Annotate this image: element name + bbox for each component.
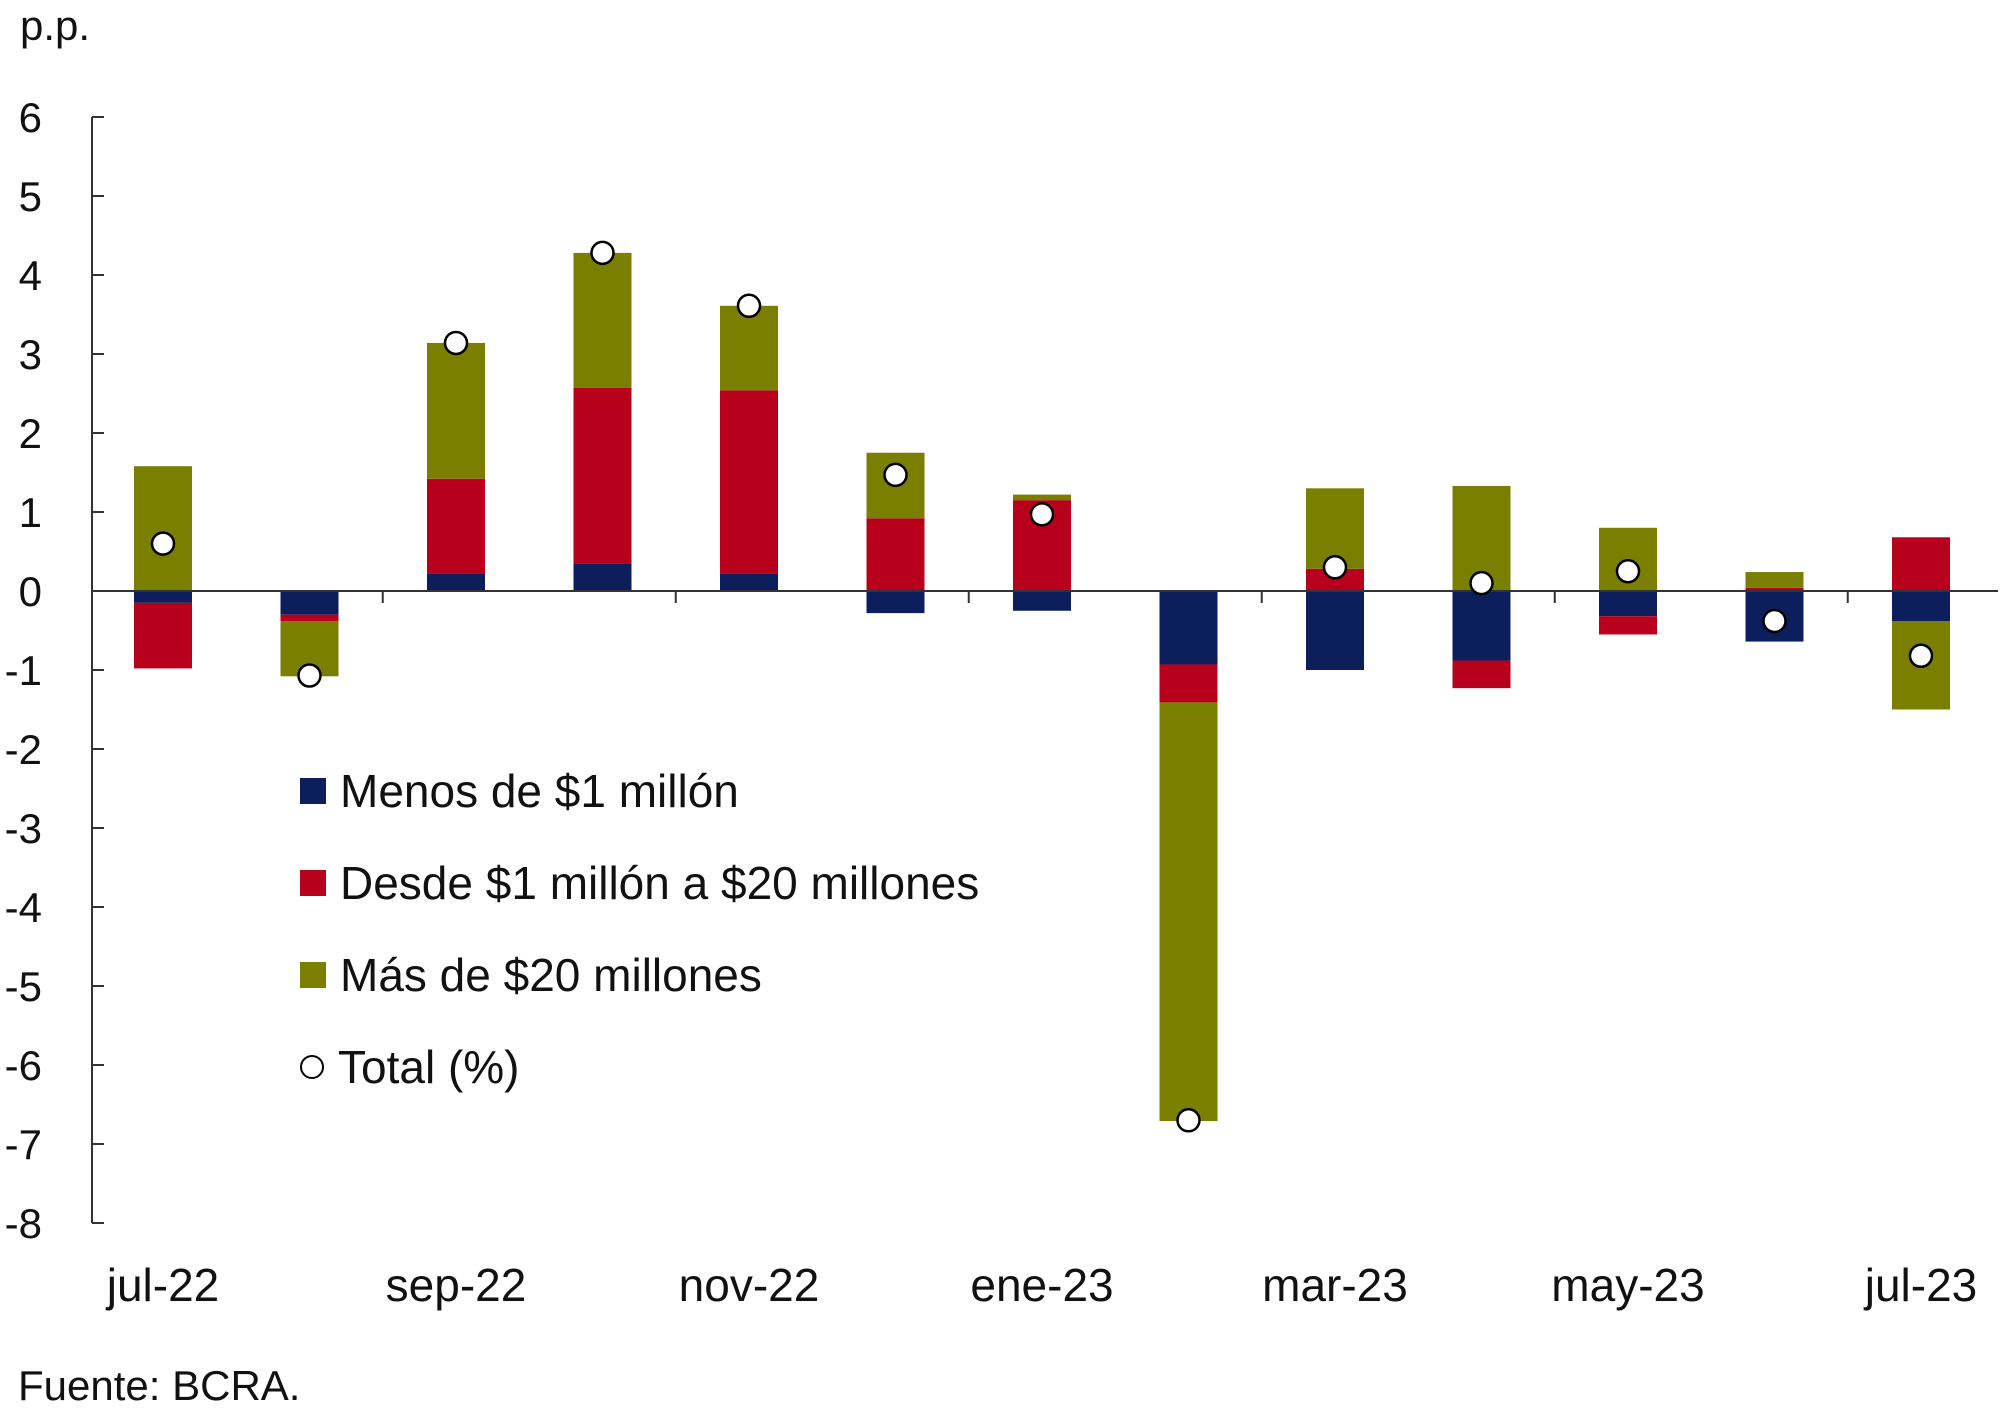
bar-segment-medium — [1159, 664, 1218, 703]
legend-item-small: Menos de $1 millón — [300, 745, 979, 837]
y-unit-label: p.p. — [20, 2, 91, 49]
legend: Menos de $1 millón Desde $1 millón a $20… — [300, 745, 979, 1113]
y-tick-label: 5 — [19, 173, 42, 220]
x-tick-label: ene-23 — [970, 1259, 1113, 1311]
bar-segment-medium — [1306, 568, 1364, 591]
bar-segment-large — [720, 305, 778, 391]
bar-segment-small — [280, 591, 339, 615]
bar-segment-small — [427, 573, 485, 591]
bar-segment-small — [1892, 591, 1950, 622]
y-tick-label: 1 — [19, 489, 42, 536]
bar-segment-medium — [134, 602, 192, 669]
bar-segment-large — [573, 252, 632, 388]
total-marker — [1908, 643, 1934, 669]
y-tick-label: -2 — [5, 726, 42, 773]
legend-label-small: Menos de $1 millón — [340, 765, 739, 817]
bar-segment-medium — [1745, 587, 1804, 591]
x-tick-label: may-23 — [1551, 1259, 1704, 1311]
x-tick-label: mar-23 — [1262, 1259, 1408, 1311]
y-tick-label: 0 — [19, 568, 42, 615]
y-tick-label: -7 — [5, 1121, 42, 1168]
bar-segment-small — [1013, 591, 1071, 611]
legend-total-marker-icon — [300, 1055, 324, 1079]
bar-segment-large — [134, 466, 192, 591]
y-tick-label: -5 — [5, 963, 42, 1010]
x-tick-label: jul-23 — [1863, 1259, 1978, 1311]
bar-segment-medium — [1599, 616, 1657, 635]
bar-segment-small — [134, 591, 192, 603]
bar-segment-small — [573, 563, 632, 591]
bar-segment-medium — [573, 387, 632, 564]
bar-segment-medium — [1452, 660, 1511, 689]
y-tick-label: -6 — [5, 1042, 42, 1089]
bar-segment-medium — [280, 614, 339, 622]
total-marker — [1762, 608, 1787, 634]
bar-segment-medium — [1892, 537, 1950, 591]
source-note: Fuente: BCRA. — [18, 1362, 301, 1409]
bar-segment-large — [427, 342, 485, 479]
y-tick-label: -8 — [5, 1200, 42, 1247]
total-marker — [736, 293, 762, 319]
y-tick-label: 3 — [19, 331, 42, 378]
legend-swatch-large — [300, 962, 326, 988]
bar-segment-small — [720, 573, 778, 591]
bar-segment-large — [1159, 702, 1218, 1122]
legend-swatch-small — [300, 778, 326, 804]
x-tick-label: sep-22 — [386, 1259, 527, 1311]
total-marker — [1469, 570, 1494, 596]
total-marker — [1615, 559, 1641, 584]
bar-segment-small — [1599, 591, 1657, 617]
x-tick-label: jul-22 — [105, 1259, 220, 1311]
y-tick-label: -1 — [5, 647, 42, 694]
total-marker — [150, 531, 176, 556]
y-tick-label: 4 — [19, 252, 42, 299]
bar-segment-medium — [866, 518, 925, 591]
legend-item-large: Más de $20 millones — [300, 929, 979, 1021]
legend-label-medium: Desde $1 millón a $20 millones — [340, 857, 980, 909]
y-tick-label: -3 — [5, 805, 42, 852]
total-marker — [590, 240, 615, 266]
bar-segment-small — [1159, 591, 1218, 665]
legend-label-total: Total (%) — [338, 1041, 520, 1093]
total-marker — [883, 462, 908, 488]
bar-segment-small — [1452, 591, 1511, 661]
bar-segment-large — [1745, 572, 1804, 588]
bar-segment-small — [866, 591, 925, 614]
y-tick-label: 2 — [19, 410, 42, 457]
bar-segment-large — [1013, 494, 1071, 501]
legend-label-large: Más de $20 millones — [340, 949, 762, 1001]
total-marker — [1176, 1108, 1201, 1133]
y-tick-label: -4 — [5, 884, 42, 931]
total-marker — [1029, 502, 1055, 527]
legend-item-medium: Desde $1 millón a $20 millones — [300, 837, 979, 929]
bar-segment-medium — [427, 478, 485, 574]
bar-segment-small — [1306, 591, 1364, 670]
legend-swatch-medium — [300, 870, 326, 896]
legend-item-total: Total (%) — [300, 1021, 979, 1113]
total-marker — [297, 663, 322, 688]
bar-segment-medium — [720, 390, 778, 574]
y-tick-label: 6 — [19, 94, 42, 141]
total-marker — [443, 330, 469, 356]
x-tick-label: nov-22 — [679, 1259, 820, 1311]
total-marker — [1322, 555, 1348, 580]
